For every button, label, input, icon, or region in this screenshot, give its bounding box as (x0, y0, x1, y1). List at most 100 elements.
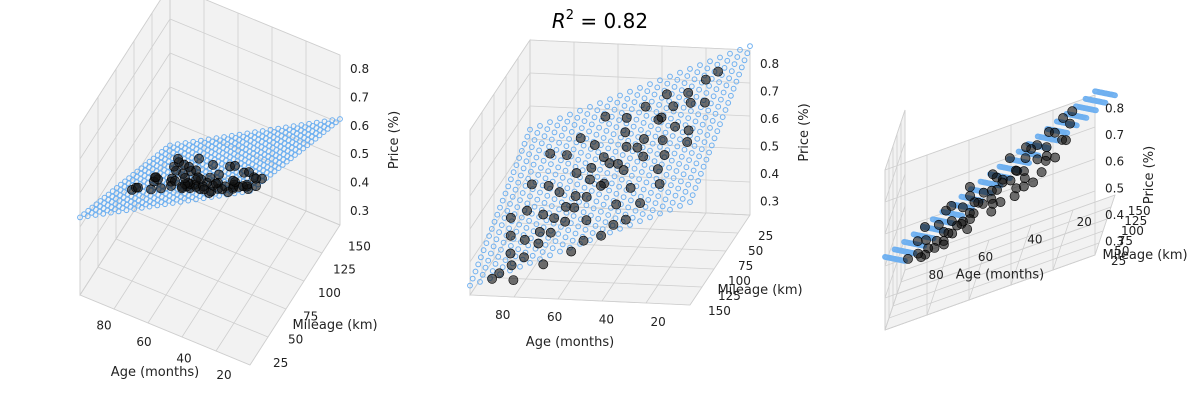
surface-point (624, 95, 631, 102)
surface-point (562, 167, 569, 174)
grid-line (469, 294, 691, 306)
surface-point (109, 188, 116, 195)
surface-point (527, 193, 533, 200)
surface-point (592, 223, 599, 229)
surface-point (606, 187, 612, 194)
surface-point (512, 186, 519, 193)
surface-point (496, 229, 503, 236)
scatter-point (146, 184, 156, 195)
surface-point (634, 158, 641, 165)
surface-point (708, 142, 715, 149)
z-tick-label: 0.5 (760, 139, 779, 153)
surface-point (588, 212, 594, 219)
scatter-point (1028, 177, 1038, 188)
surface-point (675, 185, 682, 192)
scatter-point (508, 275, 519, 285)
surface-point (502, 257, 509, 264)
grid-line (888, 242, 1100, 319)
scatter-point (596, 230, 606, 241)
surface-point (539, 249, 546, 255)
surface-point (228, 132, 235, 139)
y-tick-label: 150 (708, 304, 731, 318)
scatter-point (621, 113, 632, 123)
surface-point (85, 207, 92, 214)
grid-line (1094, 194, 1116, 256)
z-tick-label: 0.7 (760, 84, 779, 98)
surface-point (659, 203, 666, 210)
y-tick-label: 25 (758, 229, 773, 243)
surface-point (693, 93, 700, 100)
grid-line (169, 18, 341, 90)
scatter-point (581, 191, 592, 202)
grid-line (896, 218, 1108, 295)
surface-point (588, 121, 595, 128)
surface-point (681, 80, 688, 86)
scatter-point (1004, 153, 1015, 164)
surface-point (730, 85, 737, 92)
surface-point (479, 271, 486, 278)
grid-line (79, 294, 251, 366)
surface-point (561, 125, 568, 132)
surface-point (591, 114, 598, 121)
surface-point (542, 242, 549, 248)
y-tick-label: 50 (288, 333, 303, 347)
grid-line (469, 171, 531, 263)
surface-point (130, 171, 137, 178)
surface-point (627, 222, 633, 228)
surface-point (89, 204, 96, 211)
surface-point (190, 138, 197, 145)
scatter-point (611, 199, 622, 210)
surface-point (630, 123, 637, 130)
surface-point (518, 148, 525, 154)
grid-line (249, 224, 341, 366)
surface-point (544, 192, 551, 199)
scatter-point (566, 246, 577, 257)
surface-point (519, 190, 526, 196)
y-tick-label: 100 (728, 274, 751, 288)
surface-point (602, 219, 609, 226)
surface-point (126, 175, 133, 182)
grid-line (892, 230, 1104, 307)
y-tick-label: 150 (348, 239, 371, 253)
surface-point (472, 268, 479, 275)
scatter-point (505, 230, 516, 241)
surface-point (547, 119, 553, 125)
surface-point (526, 217, 532, 224)
scatter-point (596, 180, 606, 191)
scatter-point (562, 150, 572, 160)
surface-point (93, 201, 100, 208)
scatter-point (533, 238, 544, 249)
scatter-point (1019, 181, 1029, 192)
surface-point (672, 192, 679, 199)
surface-point (580, 209, 587, 216)
surface-point (647, 147, 653, 154)
surface-point (737, 47, 743, 53)
surface-point (498, 246, 504, 253)
surface-point (668, 182, 674, 189)
surface-point (517, 197, 523, 204)
surface-point (687, 199, 693, 206)
scatter-point (921, 235, 931, 245)
surface-point (654, 84, 661, 91)
scatter-point (228, 175, 238, 186)
surface-point (545, 168, 552, 175)
surface-point (625, 204, 632, 211)
surface-point (692, 185, 699, 191)
surface-point (530, 161, 537, 168)
surface-point (705, 107, 712, 114)
surface-point (678, 153, 685, 160)
scatter-point (995, 197, 1006, 207)
scatter-point (620, 127, 631, 138)
surface-point (205, 136, 212, 143)
x-axis-label: Age (months) (526, 335, 614, 350)
x-tick-label: 60 (978, 250, 993, 264)
surface-point (677, 69, 683, 76)
surface-point (500, 239, 507, 246)
surface-point (540, 157, 547, 164)
surface-point (701, 139, 708, 146)
surface-point (596, 191, 602, 198)
surface-point (621, 103, 628, 109)
surface-point (666, 164, 672, 171)
surface-point (695, 178, 702, 184)
scatter-point (545, 148, 556, 159)
